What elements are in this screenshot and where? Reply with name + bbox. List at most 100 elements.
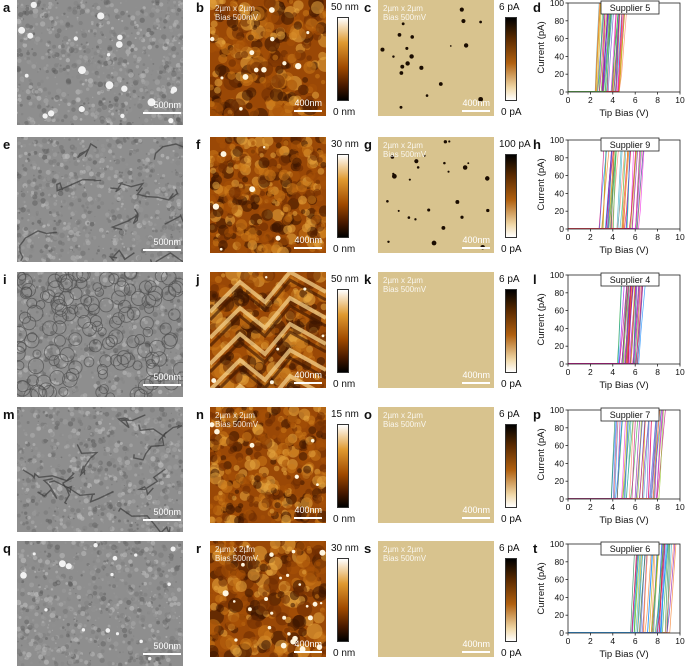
x-axis-label: Tip Bias (V) — [599, 380, 648, 391]
legend-label: Supplier 5 — [610, 3, 651, 13]
bias-label: Bias 500mV — [383, 285, 426, 294]
scan-size-label: 2µm x 2µm — [383, 4, 423, 13]
x-tick-label: 0 — [566, 367, 571, 377]
scale-bar-label: 400nm — [448, 98, 490, 108]
x-tick-label: 10 — [675, 95, 685, 105]
current-min-label: 0 pA — [501, 380, 522, 390]
height-min-label: 0 nm — [333, 649, 355, 659]
scan-size-label: 2µm x 2µm — [383, 545, 423, 554]
panel-label: j — [196, 273, 200, 286]
scale-bar — [294, 110, 322, 112]
x-tick-label: 0 — [566, 95, 571, 105]
x-tick-label: 2 — [588, 232, 593, 242]
x-tick-label: 8 — [655, 232, 660, 242]
iv-curve — [568, 140, 604, 228]
y-tick-label: 100 — [550, 407, 564, 415]
scale-bar-label: 400nm — [448, 505, 490, 515]
scale-bar-label: 400nm — [448, 235, 490, 245]
height-max-label: 50 nm — [331, 275, 359, 285]
x-tick-label: 4 — [610, 232, 615, 242]
legend-label: Supplier 4 — [610, 275, 651, 285]
scan-size-label: 2µm x 2µm — [383, 141, 423, 150]
height-colorbar — [337, 424, 349, 508]
y-tick-label: 40 — [555, 188, 565, 198]
scale-bar — [143, 653, 181, 655]
height-max-label: 30 nm — [331, 140, 359, 150]
height-min-label: 0 nm — [333, 245, 355, 255]
iv-curve — [568, 544, 643, 632]
scale-bar — [462, 517, 490, 519]
iv-curve — [568, 544, 641, 632]
iv-curve — [568, 544, 640, 632]
scale-bar-label: 500nm — [133, 237, 181, 247]
scale-bar — [143, 112, 181, 114]
scale-bar — [294, 382, 322, 384]
x-tick-label: 4 — [610, 95, 615, 105]
panel-label: k — [364, 273, 371, 286]
bias-label: Bias 500mV — [215, 420, 258, 429]
sem-image: 500nm — [17, 407, 183, 532]
iv-curve — [568, 544, 641, 632]
current-min-label: 0 pA — [501, 245, 522, 255]
x-tick-label: 10 — [675, 502, 685, 512]
scale-bar — [462, 110, 490, 112]
x-tick-label: 2 — [588, 95, 593, 105]
y-axis-label: Current (pA) — [536, 21, 547, 73]
scan-size-label: 2µm x 2µm — [215, 545, 255, 554]
iv-curve — [568, 544, 638, 632]
scan-size-label: 2µm x 2µm — [383, 276, 423, 285]
panel-label: g — [364, 138, 372, 151]
scan-size-label: 2µm x 2µm — [215, 411, 255, 420]
y-tick-label: 0 — [559, 494, 564, 504]
height-min-label: 0 nm — [333, 515, 355, 525]
legend-label: Supplier 6 — [610, 544, 651, 554]
iv-curve — [568, 544, 664, 632]
y-tick-label: 20 — [555, 610, 565, 620]
x-axis-label: Tip Bias (V) — [599, 245, 648, 256]
panel-label: q — [3, 542, 11, 555]
scan-size-label: 2µm x 2µm — [215, 4, 255, 13]
scale-bar-label: 400nm — [280, 370, 322, 380]
current-max-label: 6 pA — [499, 544, 520, 554]
bias-label: Bias 500mV — [383, 420, 426, 429]
y-tick-label: 60 — [555, 441, 565, 451]
current-max-label: 6 pA — [499, 410, 520, 420]
x-tick-label: 10 — [675, 636, 685, 646]
iv-curve — [568, 140, 607, 228]
scale-bar — [462, 382, 490, 384]
y-axis-label: Current (pA) — [536, 158, 547, 210]
scale-bar-label: 400nm — [448, 370, 490, 380]
panel-label: r — [196, 542, 201, 555]
iv-curve — [568, 544, 643, 632]
panel-label: c — [364, 1, 371, 14]
y-tick-label: 20 — [555, 341, 565, 351]
iv-curve — [568, 275, 622, 363]
sem-image: 500nm — [17, 541, 183, 666]
x-tick-label: 4 — [610, 367, 615, 377]
scale-bar — [143, 249, 181, 251]
y-tick-label: 0 — [559, 359, 564, 369]
y-tick-label: 80 — [555, 423, 565, 433]
iv-curve — [568, 410, 618, 498]
y-tick-label: 80 — [555, 557, 565, 567]
bias-label: Bias 500mV — [383, 554, 426, 563]
y-tick-label: 80 — [555, 153, 565, 163]
y-tick-label: 100 — [550, 0, 564, 8]
height-colorbar — [337, 289, 349, 373]
scale-bar — [294, 651, 322, 653]
scale-bar — [462, 247, 490, 249]
panel-label: f — [196, 138, 200, 151]
panel-label: i — [3, 273, 7, 286]
x-tick-label: 6 — [633, 232, 638, 242]
scale-bar-label: 500nm — [133, 100, 181, 110]
iv-curve — [568, 275, 625, 363]
y-tick-label: 60 — [555, 306, 565, 316]
y-tick-label: 100 — [550, 137, 564, 145]
scale-bar — [143, 384, 181, 386]
bias-label: Bias 500mV — [215, 554, 258, 563]
iv-curve — [568, 410, 646, 498]
y-axis-label: Current (pA) — [536, 428, 547, 480]
